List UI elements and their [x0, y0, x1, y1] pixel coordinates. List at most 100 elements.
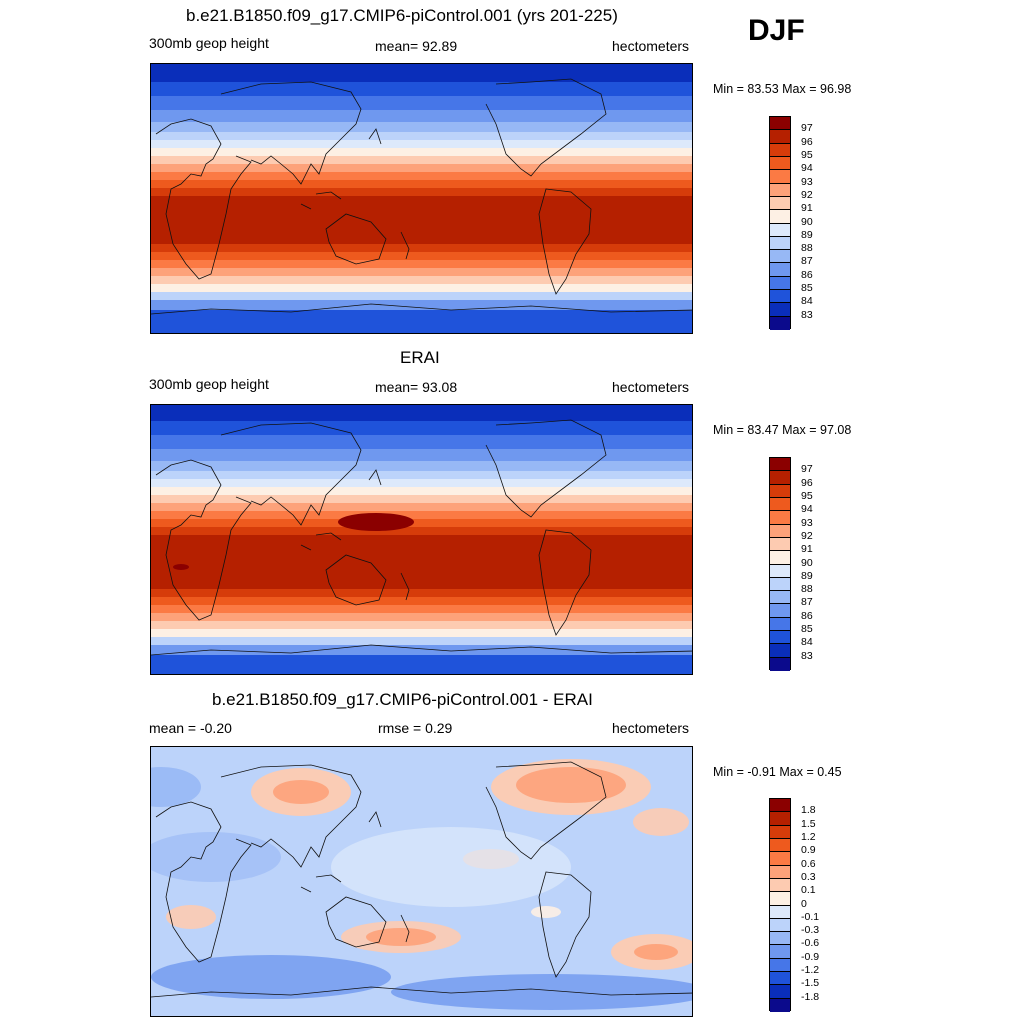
- colorbar-segment: [770, 511, 790, 525]
- contour-band: [151, 156, 692, 164]
- contour-band: [151, 310, 692, 333]
- colorbar-segment: [770, 497, 790, 512]
- contour-anomaly: [633, 808, 689, 836]
- colorbar-segment: [770, 223, 790, 237]
- coastline: [155, 459, 252, 621]
- panel-1-map: [150, 63, 693, 334]
- contour-band: [151, 605, 692, 613]
- colorbar-tick-label: 0.6: [801, 857, 816, 870]
- colorbar-tick-label: -1.2: [801, 964, 820, 977]
- coastline: [300, 886, 312, 893]
- colorbar-tick-label: 89: [801, 569, 813, 582]
- coastline: [315, 191, 342, 200]
- contour-band: [151, 252, 692, 260]
- panel-2-title: ERAI: [400, 348, 440, 367]
- coastline: [220, 764, 362, 868]
- colorbar-tick-label: 0.1: [801, 884, 816, 897]
- coastline: [400, 572, 410, 601]
- colorbar-tick-label: 90: [801, 556, 813, 569]
- contour-band: [151, 449, 692, 461]
- panel-1-variable-label: 300mb geop height: [149, 35, 269, 51]
- contour-band: [151, 519, 692, 527]
- contour-band: [151, 244, 692, 252]
- colorbar-tick-label: 97: [801, 463, 813, 476]
- colorbar-tick-label: 87: [801, 596, 813, 609]
- colorbar-segment: [770, 998, 790, 1012]
- colorbar-segment: [770, 945, 790, 959]
- colorbar-segment: [770, 825, 790, 839]
- contour-band: [151, 471, 692, 479]
- coastline: [325, 896, 387, 948]
- contour-anomaly: [151, 832, 281, 882]
- colorbar-tick-label: 96: [801, 135, 813, 148]
- contour-band: [151, 637, 692, 645]
- colorbar-tick-label: -1.8: [801, 990, 820, 1003]
- colorbar-segment: [770, 852, 790, 866]
- contour-band: [151, 276, 692, 284]
- coastline: [538, 529, 592, 636]
- contour-band: [151, 110, 692, 122]
- colorbar-tick-label: -0.1: [801, 910, 820, 923]
- contour-anomaly: [338, 513, 414, 531]
- colorbar-segment: [770, 156, 790, 171]
- contour-anomaly: [273, 780, 329, 804]
- contour-band: [151, 613, 692, 621]
- colorbar-tick-label: 91: [801, 202, 813, 215]
- coastline: [368, 469, 382, 486]
- colorbar-segment: [770, 236, 790, 251]
- colorbar-tick-label: 0.3: [801, 870, 816, 883]
- colorbar-segment: [770, 905, 790, 919]
- colorbar-tick-label: 94: [801, 503, 813, 516]
- contour-band: [151, 164, 692, 172]
- colorbar-segment: [770, 865, 790, 879]
- colorbar-tick-label: 86: [801, 609, 813, 622]
- coastline: [400, 914, 410, 943]
- colorbar-tick-label: 93: [801, 175, 813, 188]
- contour-band: [151, 122, 692, 132]
- colorbar-segment: [770, 263, 790, 277]
- colorbar-segment: [770, 290, 790, 304]
- contour-band: [151, 148, 692, 156]
- contour-anomaly: [166, 905, 216, 929]
- coastline: [220, 81, 362, 185]
- coastline: [155, 118, 252, 280]
- contour-band: [151, 421, 692, 435]
- colorbar-segment: [770, 972, 790, 986]
- panel-2-colorbar: [769, 457, 791, 671]
- coastline: [315, 874, 342, 883]
- colorbar-segment: [770, 458, 790, 472]
- colorbar-segment: [770, 564, 790, 578]
- colorbar-tick-label: 92: [801, 529, 813, 542]
- colorbar-tick-label: 84: [801, 295, 813, 308]
- contour-band: [151, 82, 692, 96]
- colorbar-tick-label: 86: [801, 268, 813, 281]
- colorbar-segment: [770, 657, 790, 671]
- coastline: [485, 419, 607, 518]
- contour-band: [151, 132, 692, 140]
- colorbar-tick-label: 0: [801, 897, 807, 910]
- colorbar-segment: [770, 551, 790, 565]
- contour-band: [151, 479, 692, 487]
- colorbar-segment: [770, 170, 790, 184]
- contour-anomaly: [331, 827, 571, 907]
- contour-band: [151, 487, 692, 495]
- colorbar-tick-label: 89: [801, 228, 813, 241]
- contour-band: [151, 64, 692, 82]
- colorbar-segment: [770, 644, 790, 658]
- contour-band: [151, 629, 692, 637]
- panel-1-units-label: hectometers: [612, 38, 690, 54]
- panel-3-units-label: hectometers: [612, 720, 690, 736]
- panel-1-colorbar: [769, 116, 791, 330]
- colorbar-segment: [770, 799, 790, 813]
- coastline: [325, 554, 387, 606]
- contour-anomaly: [516, 767, 626, 803]
- contour-anomaly: [634, 944, 678, 960]
- panel-3-colorbar: [769, 798, 791, 1012]
- colorbar-tick-label: 94: [801, 162, 813, 175]
- colorbar-segment: [770, 117, 790, 131]
- contour-band: [151, 527, 692, 535]
- contour-band: [151, 645, 692, 655]
- contour-band: [151, 655, 692, 674]
- contour-band: [151, 535, 692, 589]
- contour-band: [151, 284, 692, 292]
